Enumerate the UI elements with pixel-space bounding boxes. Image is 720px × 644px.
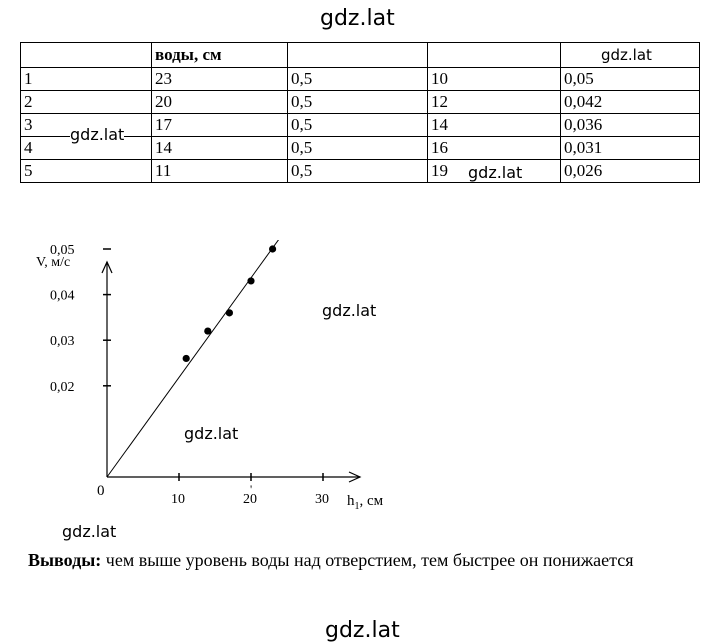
axis-mark: '	[250, 482, 252, 496]
y-axis-label: V, м/с	[36, 255, 70, 270]
y-tick-label: 0,04	[50, 289, 75, 304]
origin-label: 0	[97, 483, 105, 499]
y-tick-label: 0,05	[50, 243, 75, 258]
table-cell: 17	[151, 113, 288, 137]
data-point	[204, 327, 212, 335]
watermark-top: gdz.lat	[320, 6, 395, 31]
table-cell: 11	[151, 159, 288, 183]
chart-points	[182, 245, 277, 363]
table-cell: 12	[427, 90, 561, 114]
table-cell: 0,042	[560, 90, 700, 114]
table-cell: 0,5	[287, 136, 428, 160]
watermark-chart-center: gdz.lat	[184, 424, 239, 443]
header-cell-water-level: воды, см	[151, 42, 288, 68]
x-axis-label: h1, см	[347, 493, 384, 512]
watermark-table-left: gdz.lat	[70, 125, 125, 144]
table-cell: 0,05	[560, 67, 700, 91]
trend-line	[106, 240, 279, 478]
y-tick-label: 0,02	[50, 380, 75, 395]
table-cell: 0,5	[287, 113, 428, 137]
x-tick-label: 30	[315, 492, 329, 507]
table-cell: 14	[151, 136, 288, 160]
chart-fit-line	[106, 240, 279, 478]
y-axis-arrow-icon	[101, 260, 113, 274]
table-cell: 2	[20, 90, 152, 114]
table-cell: 23	[151, 67, 288, 91]
velocity-chart: 0,05 0,04 0,03 0,02 10 20 30 V, м/с 0 h1, см '	[36, 240, 384, 512]
chart-axes	[101, 260, 362, 483]
data-point	[182, 354, 190, 363]
y-tick-label: 0,03	[50, 334, 75, 349]
header-cell	[20, 42, 152, 68]
data-point	[247, 277, 255, 285]
conclusion-paragraph: Выводы: чем выше уровень воды над отверс…	[28, 548, 668, 573]
table-cell: 0,5	[287, 159, 428, 183]
table-cell: 0,026	[560, 159, 700, 183]
conclusion-text: чем выше уровень воды над отверстием, те…	[101, 550, 634, 570]
table-cell: 0,031	[560, 136, 700, 160]
table-cell: 16	[427, 136, 561, 160]
measurements-table: воды, см gdz.lat 1 23 0,5 10 0,05 2 20 0…	[20, 42, 700, 183]
table-row: 2 20 0,5 12 0,042	[20, 90, 700, 114]
x-axis-arrow-icon	[348, 471, 362, 483]
x-tick-label: 20	[243, 492, 257, 507]
table-row: 5 11 0,5 19 0,026	[20, 159, 700, 183]
conclusion-label: Выводы:	[28, 550, 102, 570]
data-point	[225, 309, 233, 317]
header-cell	[427, 42, 561, 68]
watermark-table-right: gdz.lat	[468, 163, 523, 182]
x-tick-label: 10	[171, 492, 185, 507]
table-cell: 5	[20, 159, 152, 183]
chart-ticks: 0,05 0,04 0,03 0,02 10 20 30	[50, 243, 329, 507]
table-cell: 0,5	[287, 67, 428, 91]
table-cell: 14	[427, 113, 561, 137]
table-header-row: воды, см gdz.lat	[20, 42, 700, 68]
watermark-bottom: gdz.lat	[325, 618, 400, 643]
data-point	[269, 245, 277, 253]
table-cell: 0,036	[560, 113, 700, 137]
watermark-chart-right: gdz.lat	[322, 301, 377, 320]
watermark-left: gdz.lat	[62, 522, 117, 541]
header-cell	[287, 42, 428, 68]
table-cell: 10	[427, 67, 561, 91]
table-cell: 1	[20, 67, 152, 91]
table-cell: 0,5	[287, 90, 428, 114]
table-cell: 20	[151, 90, 288, 114]
table-row: 1 23 0,5 10 0,05	[20, 67, 700, 91]
header-cell-watermark: gdz.lat	[560, 42, 700, 68]
